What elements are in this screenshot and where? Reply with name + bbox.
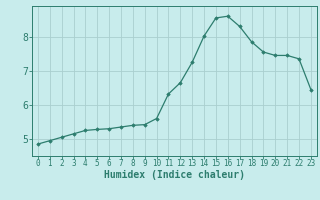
X-axis label: Humidex (Indice chaleur): Humidex (Indice chaleur) bbox=[104, 170, 245, 180]
